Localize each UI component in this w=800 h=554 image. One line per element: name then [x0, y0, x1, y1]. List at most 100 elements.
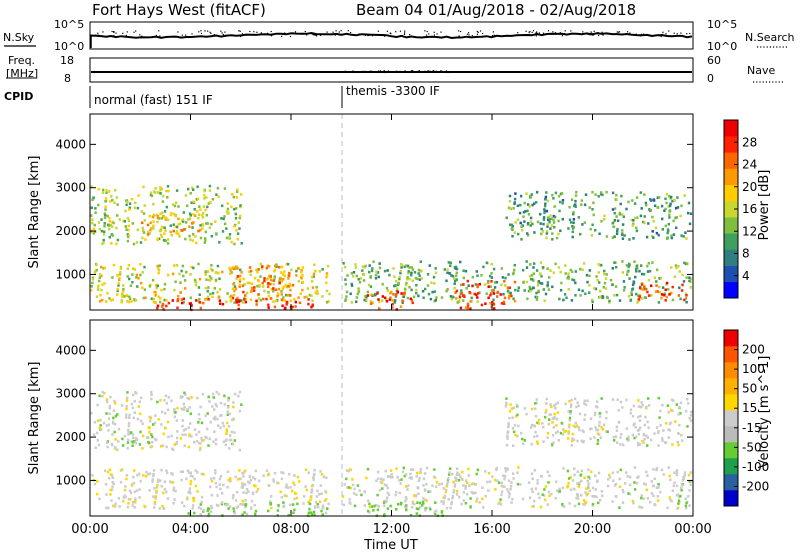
y-tick-label: 3000: [55, 387, 86, 401]
echo-cell: [166, 238, 170, 241]
echo-cell: [517, 286, 520, 289]
echo-cell: [615, 425, 619, 429]
colorbar-tick: 15: [742, 401, 757, 415]
echo-cell: [156, 215, 160, 218]
echo-cell: [546, 199, 550, 203]
echo-cell: [455, 490, 459, 493]
echo-cell: [429, 507, 432, 511]
echo-cell: [183, 405, 186, 409]
echo-cell: [458, 300, 461, 303]
echo-cell: [534, 415, 538, 418]
echo-cell: [193, 440, 196, 444]
echo-cell: [684, 497, 687, 500]
echo-cell: [683, 474, 686, 477]
echo-cell: [543, 211, 546, 215]
echo-cell: [451, 472, 454, 476]
echo-cell: [161, 302, 165, 306]
echo-cell: [679, 297, 682, 301]
echo-cell: [278, 280, 281, 283]
echo-cell: [409, 513, 413, 517]
echo-cell: [588, 206, 591, 209]
echo-cell: [645, 405, 648, 409]
echo-cell: [671, 409, 674, 413]
echo-cell: [158, 264, 161, 267]
echo-cell: [554, 496, 557, 500]
echo-cell: [568, 425, 571, 429]
echo-cell: [150, 433, 153, 436]
echo-cell: [584, 193, 588, 196]
echo-cell: [592, 213, 595, 217]
echo-cell: [141, 422, 144, 426]
echo-cell: [91, 276, 95, 280]
echo-cell: [170, 434, 173, 438]
echo-cell: [207, 202, 210, 205]
echo-cell: [508, 199, 512, 203]
echo-cell: [183, 391, 186, 395]
echo-cell: [579, 267, 582, 271]
colorbar-segment: [724, 410, 738, 427]
echo-cell: [566, 276, 569, 280]
echo-cell: [367, 499, 370, 503]
echo-cell: [156, 238, 159, 241]
echo-cell: [196, 471, 199, 474]
echo-cell: [238, 285, 241, 288]
echo-cell: [273, 275, 276, 278]
echo-cell: [175, 442, 178, 446]
echo-cell: [240, 403, 243, 406]
echo-cell: [283, 494, 287, 498]
echo-cell: [520, 238, 523, 241]
echo-cell: [199, 306, 202, 310]
echo-cell: [659, 409, 662, 413]
echo-cell: [152, 423, 155, 426]
echo-cell: [551, 232, 554, 235]
echo-cell: [637, 475, 640, 479]
echo-cell: [370, 293, 373, 297]
echo-cell: [512, 297, 515, 301]
echo-cell: [160, 235, 164, 239]
echo-cell: [241, 486, 245, 489]
echo-cell: [101, 395, 104, 398]
echo-cell: [199, 507, 203, 510]
echo-cell: [267, 509, 270, 513]
echo-cell: [561, 201, 564, 205]
echo-cell: [151, 441, 154, 444]
echo-cell: [459, 475, 462, 479]
echo-cell: [114, 401, 117, 405]
y-tick-label: 2000: [55, 430, 86, 444]
echo-cell: [301, 274, 304, 277]
echo-cell: [534, 295, 537, 299]
echo-cell: [626, 475, 629, 478]
echo-cell: [683, 298, 686, 302]
echo-cell: [258, 285, 261, 288]
echo-cell: [462, 269, 465, 273]
echo-cell: [681, 478, 685, 482]
echo-cell: [672, 219, 675, 223]
echo-cell: [142, 474, 145, 477]
echo-cell: [189, 412, 192, 416]
echo-cell: [492, 302, 495, 306]
echo-cell: [559, 229, 562, 233]
echo-cell: [633, 466, 637, 469]
echo-cell: [572, 225, 576, 229]
echo-cell: [542, 216, 546, 219]
echo-cell: [162, 194, 165, 198]
echo-cell: [123, 434, 127, 438]
echo-cell: [457, 478, 461, 482]
echo-cell: [461, 470, 464, 474]
echo-cell: [587, 475, 590, 479]
echo-cell: [187, 512, 190, 515]
echo-cell: [650, 234, 654, 238]
echo-cell: [449, 467, 452, 470]
echo-cell: [188, 217, 192, 220]
nsky-label: N.Sky: [3, 31, 35, 44]
echo-cell: [353, 504, 357, 508]
echo-cell: [214, 415, 217, 419]
echo-cell: [226, 211, 230, 214]
echo-cell: [191, 475, 194, 478]
echo-cell: [294, 491, 297, 495]
echo-cell: [604, 277, 608, 280]
echo-cell: [225, 236, 229, 240]
echo-cell: [236, 188, 239, 192]
echo-cell: [619, 443, 622, 446]
echo-cell: [112, 504, 115, 508]
